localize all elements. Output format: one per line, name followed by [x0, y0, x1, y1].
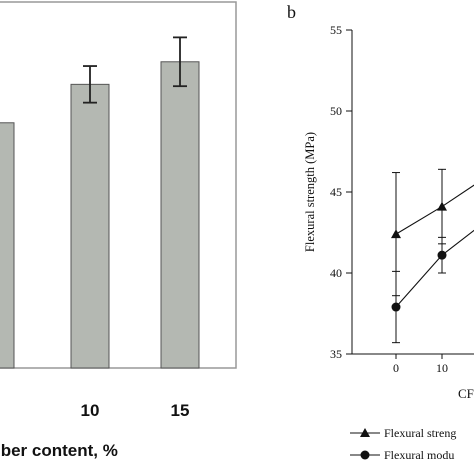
panel-label: b — [287, 2, 296, 22]
y-tick-label: 40 — [330, 266, 342, 280]
circle-marker — [437, 250, 447, 260]
x-axis-label: CF — [458, 386, 474, 401]
legend-label: Flexural modu — [384, 448, 454, 462]
series-line — [395, 229, 474, 308]
circle-marker — [391, 302, 401, 312]
y-tick-label: 50 — [330, 104, 342, 118]
legend-label: Flexural streng — [384, 426, 456, 440]
y-tick-label: 45 — [330, 185, 342, 199]
bar-partial — [0, 122, 15, 369]
triangle-marker — [437, 201, 447, 211]
triangle-marker — [391, 229, 401, 239]
x-tick-label: 10 — [436, 361, 448, 375]
y-axis-label: Flexural strength (MPa) — [303, 132, 317, 252]
y-tick-label: 35 — [330, 347, 342, 361]
bar — [70, 83, 110, 369]
x-axis-label: iber content, % — [0, 441, 118, 460]
y-tick-label: 55 — [330, 23, 342, 37]
x-tick-label: 15 — [171, 401, 190, 420]
line-chart-panel: b 35 40 45 50 55 0 10 Flexural strength (MPa) CF F… — [287, 2, 474, 462]
plot-frame — [0, 1, 237, 369]
legend-circle-marker — [360, 450, 370, 460]
legend-triangle-marker — [360, 428, 370, 437]
series-line — [395, 184, 474, 235]
bar — [160, 61, 200, 369]
x-tick-label: 10 — [81, 401, 100, 420]
bar-chart-panel: 10 15 iber content, % — [0, 1, 237, 460]
x-tick-label: 0 — [393, 361, 399, 375]
